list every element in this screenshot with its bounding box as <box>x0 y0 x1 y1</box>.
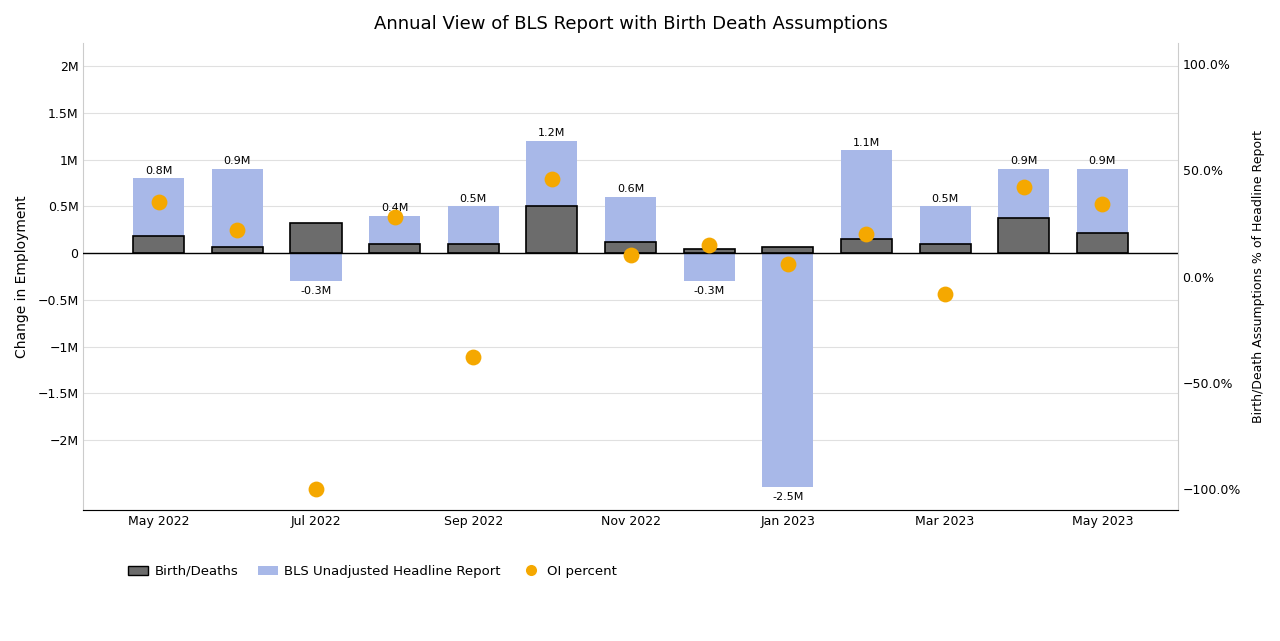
Bar <box>448 244 499 253</box>
Bar <box>211 247 262 253</box>
Bar <box>919 244 970 253</box>
Point <box>1014 182 1034 192</box>
Bar <box>763 247 813 253</box>
Bar <box>605 197 657 253</box>
Bar <box>369 244 420 253</box>
Text: 1.2M: 1.2M <box>538 128 566 138</box>
Bar <box>763 253 813 487</box>
Bar <box>1076 169 1128 253</box>
Text: 0.6M: 0.6M <box>617 185 644 194</box>
Bar <box>448 206 499 253</box>
Text: 0.9M: 0.9M <box>224 156 251 166</box>
Bar <box>526 206 577 253</box>
Text: -0.3M: -0.3M <box>301 286 332 296</box>
Bar <box>133 178 184 253</box>
Bar <box>919 206 970 253</box>
Text: 0.4M: 0.4M <box>381 203 408 213</box>
Point <box>777 259 797 269</box>
Bar <box>291 223 342 253</box>
Point <box>148 197 169 207</box>
Bar <box>291 223 342 253</box>
Title: Annual View of BLS Report with Birth Death Assumptions: Annual View of BLS Report with Birth Dea… <box>374 15 887 33</box>
Bar <box>841 151 892 253</box>
Bar <box>684 249 735 253</box>
Point <box>934 288 955 299</box>
Bar <box>841 239 892 253</box>
Point <box>1092 199 1112 210</box>
Bar <box>998 169 1050 253</box>
Text: 0.5M: 0.5M <box>460 194 486 204</box>
Bar <box>369 244 420 253</box>
Bar <box>998 218 1050 253</box>
Text: 0.9M: 0.9M <box>1010 156 1037 166</box>
Legend: Birth/Deaths, BLS Unadjusted Headline Report, OI percent: Birth/Deaths, BLS Unadjusted Headline Re… <box>123 560 622 583</box>
Bar <box>841 239 892 253</box>
Point <box>227 225 247 235</box>
Point <box>384 212 404 222</box>
Bar <box>448 244 499 253</box>
Bar <box>133 237 184 253</box>
Bar <box>211 169 262 253</box>
Bar <box>211 247 262 253</box>
Bar <box>684 249 735 253</box>
Text: -0.3M: -0.3M <box>694 286 724 296</box>
Point <box>856 229 877 239</box>
Bar <box>763 247 813 253</box>
Bar <box>1076 233 1128 253</box>
Text: 1.1M: 1.1M <box>852 138 881 147</box>
Bar <box>684 253 735 281</box>
Text: -2.5M: -2.5M <box>772 492 804 501</box>
Bar <box>919 244 970 253</box>
Bar <box>1076 233 1128 253</box>
Point <box>541 174 562 184</box>
Bar <box>526 206 577 253</box>
Bar <box>369 216 420 253</box>
Text: 0.5M: 0.5M <box>932 194 959 204</box>
Point <box>621 250 641 260</box>
Text: 0.9M: 0.9M <box>1089 156 1116 166</box>
Bar <box>291 253 342 281</box>
Bar <box>526 141 577 253</box>
Bar <box>605 242 657 253</box>
Bar <box>605 242 657 253</box>
Bar <box>998 218 1050 253</box>
Y-axis label: Change in Employment: Change in Employment <box>15 196 29 358</box>
Text: 0.8M: 0.8M <box>145 165 173 176</box>
Point <box>306 484 326 494</box>
Bar <box>133 237 184 253</box>
Point <box>699 240 719 250</box>
Y-axis label: Birth/Death Assumptions % of Headline Report: Birth/Death Assumptions % of Headline Re… <box>1252 130 1265 423</box>
Point <box>463 352 484 362</box>
